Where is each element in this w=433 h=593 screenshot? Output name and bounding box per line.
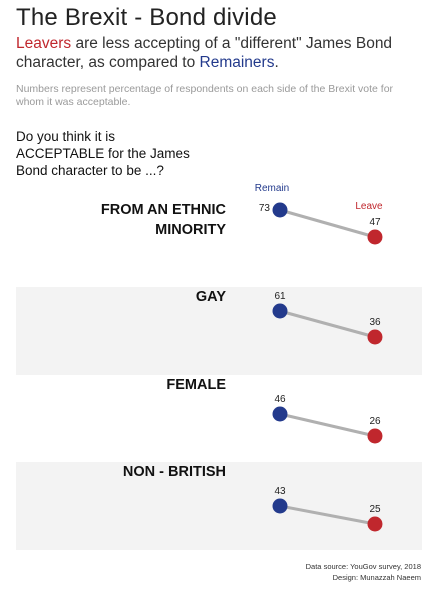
leave-value-label: 47	[369, 217, 381, 228]
remain-value-label: 73	[259, 203, 271, 214]
category-label: MINORITY	[155, 222, 226, 238]
leave-dot	[367, 428, 383, 444]
data-source: Data source: YouGov survey, 2018	[305, 562, 421, 571]
survey-question: Do you think it is ACCEPTABLE for the Ja…	[16, 128, 236, 179]
slope-line	[279, 309, 376, 339]
slope-line	[279, 412, 376, 438]
chart-title: The Brexit - Bond divide	[16, 4, 277, 31]
question-line-1: Do you think it is	[16, 129, 116, 144]
leave-dot	[367, 229, 383, 245]
band-non-british	[16, 462, 422, 550]
question-line-3: Bond character to be ...?	[16, 163, 164, 178]
credits: Data source: YouGov survey, 2018 Design:…	[306, 561, 421, 583]
subtitle-end: .	[274, 54, 279, 71]
leave-dot	[367, 516, 383, 532]
leave-value-label: 26	[369, 416, 381, 427]
slope-line	[279, 504, 376, 526]
remain-dot	[272, 406, 288, 422]
chart-subtitle: Leavers are less accepting of a "differe…	[16, 34, 416, 72]
leave-value-label: 36	[369, 317, 381, 328]
subtitle-leavers: Leavers	[16, 35, 72, 52]
remain-dot	[272, 303, 288, 319]
design-credit: Design: Munazzah Naeem	[332, 573, 421, 582]
leave-dot	[367, 329, 383, 345]
remain-dot	[272, 202, 288, 218]
category-label: FROM AN ETHNIC	[101, 202, 227, 218]
question-line-2: ACCEPTABLE for the James	[16, 146, 190, 161]
remain-value-label: 61	[274, 291, 286, 302]
legend-remain: Remain	[255, 183, 289, 194]
slope-line	[279, 208, 376, 239]
chart-note: Numbers represent percentage of responde…	[16, 83, 394, 108]
remain-dot	[272, 498, 288, 514]
remain-value-label: 43	[274, 486, 286, 497]
subtitle-remainers: Remainers	[199, 54, 275, 71]
leave-value-label: 25	[369, 504, 381, 515]
subtitle-middle: are less accepting of a "different" Jame…	[16, 35, 393, 71]
category-label: FEMALE	[166, 377, 226, 393]
category-label: NON - BRITISH	[123, 464, 226, 480]
legend-leave: Leave	[355, 201, 383, 212]
category-label: GAY	[196, 289, 226, 305]
remain-value-label: 46	[274, 394, 286, 405]
